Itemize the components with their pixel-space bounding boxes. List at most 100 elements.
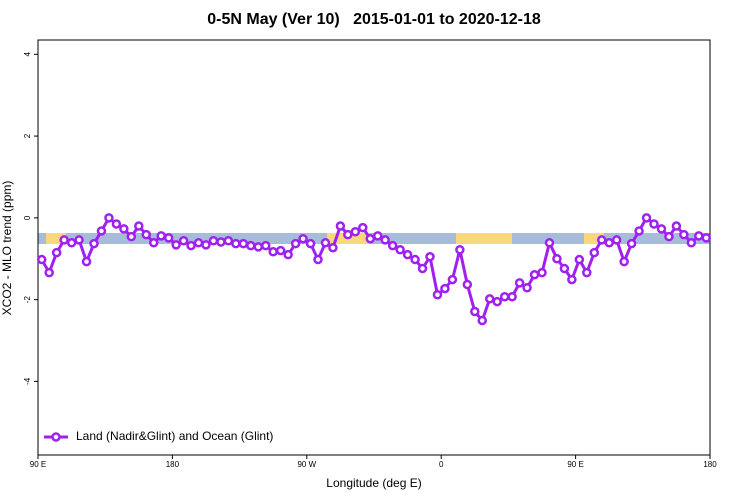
data-point [402,249,413,260]
plot-frame [37,39,711,456]
data-point [514,278,525,288]
data-point [582,267,592,278]
data-point [343,229,353,240]
data-point [59,235,69,245]
data-point [671,221,682,231]
data-point [641,213,652,223]
land-band [46,233,66,244]
y-tick-label: 2 [23,133,32,138]
data-point [619,256,629,267]
data-point [246,240,256,251]
data-point [664,231,674,242]
data-point [537,267,547,278]
data-point [462,279,473,290]
data-point [305,238,316,249]
data-point [44,267,54,278]
data-point [74,235,84,245]
data-point [477,315,488,326]
data-point [596,235,607,245]
data-point [604,238,614,248]
data-point [253,242,264,252]
data-point [238,238,249,249]
data-point [36,254,47,265]
data-point [268,247,278,257]
data-point [350,227,361,237]
data-point [111,219,122,229]
data-point [387,240,398,251]
data-point [156,231,166,241]
data-point [484,294,495,304]
data-point [89,238,99,249]
data-point [529,269,540,280]
data-point [522,283,532,293]
data-point [201,240,211,250]
y-tick-label: -2 [23,296,32,304]
land-band [584,233,604,244]
data-point [417,263,428,274]
data-point [208,236,219,246]
data-point [283,249,293,260]
data-point [51,247,62,258]
data-point [634,226,644,236]
chart-title: 0-5N May (Ver 10) 2015-01-01 to 2020-12-… [207,11,541,28]
data-point [171,240,181,250]
data-point [216,237,226,247]
data-point [410,254,420,265]
data-point [96,226,107,236]
data-point [701,233,712,243]
data-point [507,292,517,302]
data-point [260,240,271,251]
data-point [275,245,286,256]
data-point [470,306,480,317]
legend-marker [51,432,61,442]
data-point [679,229,689,240]
data-point [290,238,301,249]
x-tick-label: 180 [703,460,717,469]
data-point [186,240,196,251]
data-point [552,253,562,264]
data-point [574,254,585,265]
y-axis-title: XCO2 - MLO trend (ppm) [0,181,14,316]
data-point [544,238,555,248]
data-point [492,296,502,307]
data-point [380,235,390,245]
data-point [335,221,346,231]
land-band [456,233,512,244]
data-point [104,213,114,223]
data-point [395,244,405,255]
data-point [328,242,338,253]
data-point [499,292,510,302]
data-point [313,254,323,265]
data-point [649,219,659,229]
data-point [440,283,450,294]
data-point [432,289,443,300]
data-point [425,251,435,262]
legend-label: Land (Nadir&Glint) and Ocean (Glint) [76,429,273,443]
data-point [320,238,331,248]
data-point [365,233,376,244]
y-tick-label: 4 [23,52,32,57]
x-tick-label: 90 E [30,460,46,469]
data-point [81,256,92,267]
x-tick-label: 180 [166,460,180,469]
data-point [611,235,622,245]
data-point [447,274,458,285]
data-point [455,244,465,255]
data-point [193,238,204,248]
x-axis-title: Longitude (deg E) [326,476,421,490]
x-tick-label: 0 [439,460,444,469]
data-point [372,231,383,241]
y-tick-label: 0 [23,215,32,220]
data-point [126,231,137,242]
data-point [231,238,241,249]
data-point [686,238,697,248]
data-point [298,233,308,244]
data-point [559,263,570,274]
y-tick-label: -4 [23,377,32,385]
data-point [134,221,144,231]
data-point [163,233,174,243]
data-point [589,247,600,258]
data-point [358,222,368,233]
x-tick-label: 90 E [567,460,583,469]
